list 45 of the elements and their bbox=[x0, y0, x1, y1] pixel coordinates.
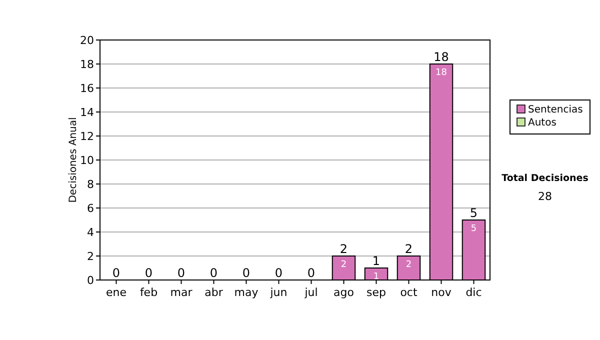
data-label: 18 bbox=[436, 68, 448, 78]
y-tick-label: 0 bbox=[87, 274, 94, 287]
y-tick-label: 20 bbox=[80, 34, 94, 47]
x-tick-label: ago bbox=[334, 286, 354, 299]
total-label: 2 bbox=[404, 242, 413, 256]
x-tick-label: dic bbox=[466, 286, 482, 299]
total-label: 5 bbox=[470, 206, 478, 220]
total-label: 0 bbox=[242, 266, 250, 280]
y-tick-label: 2 bbox=[87, 250, 94, 263]
y-tick-label: 16 bbox=[80, 82, 94, 95]
text: 28 bbox=[538, 190, 552, 203]
text: Total Decisiones bbox=[502, 173, 589, 184]
x-tick-label: jun bbox=[269, 286, 288, 299]
total-label: 0 bbox=[144, 266, 153, 280]
total-label: 0 bbox=[274, 266, 283, 280]
legend-label: Sentencias bbox=[528, 104, 583, 116]
x-tick-label: jul bbox=[304, 286, 318, 299]
y-tick-label: 6 bbox=[87, 202, 94, 215]
total-label: 0 bbox=[112, 266, 120, 280]
total-label: 18 bbox=[434, 50, 449, 64]
y-axis-title: Decisiones Anual bbox=[68, 117, 79, 203]
x-tick-label: nov bbox=[431, 286, 452, 299]
y-tick-label: 14 bbox=[80, 106, 94, 119]
y-tick-label: 18 bbox=[80, 58, 94, 71]
x-tick-label: may bbox=[234, 286, 259, 299]
total-label: 2 bbox=[340, 242, 348, 256]
total-label: 0 bbox=[307, 266, 316, 280]
y-tick-label: 8 bbox=[87, 178, 94, 191]
y-tick-label: 12 bbox=[80, 130, 94, 143]
x-tick-label: feb bbox=[140, 286, 158, 299]
legend-label: Autos bbox=[528, 118, 556, 128]
y-tick-label: 4 bbox=[87, 226, 94, 239]
x-tick-label: ene bbox=[106, 286, 127, 299]
x-tick-label: mar bbox=[170, 286, 193, 299]
y-tick-label: 10 bbox=[80, 154, 94, 167]
data-label: 1 bbox=[373, 272, 380, 282]
data-label: 2 bbox=[406, 260, 412, 270]
total-label: 0 bbox=[210, 266, 218, 280]
data-label: 5 bbox=[470, 224, 477, 234]
x-tick-label: oct bbox=[400, 286, 418, 299]
total-label: 0 bbox=[177, 266, 186, 280]
data-label: 2 bbox=[340, 260, 347, 270]
x-tick-label: abr bbox=[204, 286, 224, 299]
x-tick-label: sep bbox=[366, 286, 386, 299]
total-label: 1 bbox=[372, 254, 380, 268]
